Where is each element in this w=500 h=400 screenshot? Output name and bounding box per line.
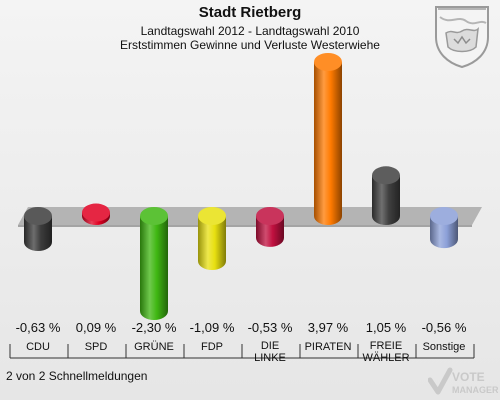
category-label: GRÜNE xyxy=(134,341,174,353)
bar-freie-wähler xyxy=(372,175,400,225)
category-label: FDP xyxy=(201,341,223,353)
logo-line1: VOTE xyxy=(452,370,485,384)
bar-sonstige xyxy=(430,216,458,249)
value-label: 1,05 % xyxy=(366,320,407,335)
category-label: DIE xyxy=(261,340,279,352)
bar-piraten-cap xyxy=(314,53,342,71)
value-label: 3,97 % xyxy=(308,320,349,335)
zero-line-band xyxy=(18,207,482,225)
vote-manager-logo: VOTE MANAGER xyxy=(428,367,498,395)
bar-grüne-cap xyxy=(140,207,168,225)
value-label: -0,56 % xyxy=(422,320,467,335)
zero-line-band-edge xyxy=(18,225,472,227)
bar-sonstige-cap xyxy=(430,207,458,225)
bar-cdu-cap xyxy=(24,207,52,225)
chart-subtitle-detail: Erststimmen Gewinne und Verluste Westerw… xyxy=(120,38,380,52)
category-label: SPD xyxy=(85,341,108,353)
bar-cdu xyxy=(24,216,52,252)
value-label: -0,53 % xyxy=(248,320,293,335)
chart-subtitle: Landtagswahl 2012 - Landtagswahl 2010 xyxy=(140,24,360,38)
bar-spd-cap xyxy=(82,203,110,222)
category-label: PIRATEN xyxy=(305,341,352,353)
footer-note: 2 von 2 Schnellmeldungen xyxy=(6,369,148,383)
checkmark-icon xyxy=(428,367,453,395)
value-label: 0,09 % xyxy=(76,320,117,335)
bar-die-linke-cap xyxy=(256,207,284,225)
chart-title: Stadt Rietberg xyxy=(198,4,302,21)
bar-piraten xyxy=(314,62,342,225)
category-label: WÄHLER xyxy=(362,352,409,364)
bar-grüne xyxy=(140,216,168,320)
value-label: -1,09 % xyxy=(190,320,235,335)
coat-of-arms-icon xyxy=(435,6,489,69)
bar-fdp-cap xyxy=(198,207,226,225)
category-label: CDU xyxy=(26,341,50,353)
bar-fdp xyxy=(198,216,226,271)
logo-line2: MANAGER xyxy=(452,385,498,395)
value-label: -2,30 % xyxy=(132,320,177,335)
category-label: FREIE xyxy=(370,340,402,352)
value-label: -0,63 % xyxy=(16,320,61,335)
bar-freie-wähler-cap xyxy=(372,166,400,185)
category-label: LINKE xyxy=(254,352,286,364)
category-label: Sonstige xyxy=(423,341,466,353)
